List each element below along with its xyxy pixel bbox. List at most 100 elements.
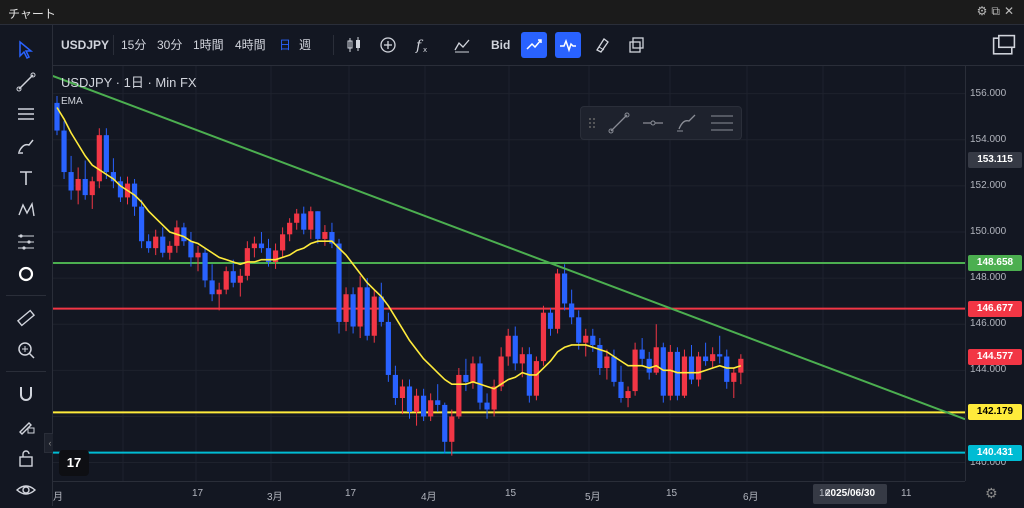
add-compare-icon[interactable] xyxy=(375,32,401,58)
candle-body xyxy=(258,243,265,249)
close-icon[interactable]: ✕ xyxy=(1003,4,1018,18)
price-axis-badge: 142.179 xyxy=(968,404,1022,421)
candle-body xyxy=(280,234,286,251)
price-axis-badge: 146.677 xyxy=(968,300,1022,317)
candle-body xyxy=(731,372,737,382)
time-axis-label: 15 xyxy=(505,488,517,499)
price-axis-label: 148.000 xyxy=(970,272,1007,284)
candle-body xyxy=(421,395,427,417)
price-axis-label: 140.000 xyxy=(970,456,1007,468)
float-brush-icon[interactable] xyxy=(677,114,696,132)
candle-body xyxy=(82,178,88,196)
interval-week[interactable]: 週 xyxy=(299,38,312,52)
calendar-icon[interactable]: 日 xyxy=(279,38,292,52)
float-trendline-icon[interactable] xyxy=(608,112,630,134)
zoom-in-icon[interactable] xyxy=(12,337,40,363)
candle-body xyxy=(357,287,363,327)
trade-chart-icon[interactable] xyxy=(521,32,547,58)
candle-body xyxy=(590,335,596,345)
float-fib-icon[interactable] xyxy=(711,115,733,131)
candle-body xyxy=(660,347,666,396)
lock-drawing-icon[interactable] xyxy=(12,413,40,439)
candle-body xyxy=(681,356,688,396)
fib-tool-icon[interactable] xyxy=(12,229,40,255)
candle-body xyxy=(195,252,201,258)
candle-body xyxy=(96,135,102,182)
candle-body xyxy=(89,181,95,196)
templates-icon[interactable] xyxy=(449,32,475,58)
interval-30m[interactable]: 30分 xyxy=(157,38,183,52)
price-axis-badge: 153.115 xyxy=(968,152,1022,169)
candle-body xyxy=(153,236,159,249)
trendline-tool-icon[interactable] xyxy=(12,69,40,95)
candle-body xyxy=(646,358,652,373)
price-chart[interactable] xyxy=(53,66,965,481)
time-axis-label: 5月 xyxy=(585,492,601,503)
float-hline-icon[interactable] xyxy=(643,120,663,126)
circle-shape-icon[interactable] xyxy=(12,261,40,287)
text-tool-icon[interactable] xyxy=(12,165,40,191)
candle-body xyxy=(491,386,497,410)
pulse-icon[interactable] xyxy=(555,32,581,58)
candle-body xyxy=(717,354,723,357)
candle-body xyxy=(505,335,511,357)
time-axis-label: 15 xyxy=(666,488,678,499)
duplicate-icon[interactable] xyxy=(623,32,649,58)
candle-body xyxy=(371,296,377,336)
bid-button[interactable]: Bid xyxy=(491,38,511,52)
layout-icon[interactable] xyxy=(989,30,1019,60)
time-axis[interactable]: 2025/06/30 月 17 3月 17 4月 15 5月 15 6月 16 11 xyxy=(53,481,965,507)
interval-4h[interactable]: 4時間 xyxy=(235,38,266,52)
time-axis-label: 3月 xyxy=(267,492,283,503)
candle-body xyxy=(435,400,441,405)
eye-icon[interactable] xyxy=(12,477,40,503)
candle-body xyxy=(287,222,293,235)
candle-body xyxy=(442,404,448,442)
cursor-icon[interactable] xyxy=(12,37,40,63)
magnet-icon[interactable] xyxy=(12,381,40,407)
pattern-tool-icon[interactable] xyxy=(12,197,40,223)
candle-body xyxy=(724,356,730,382)
candle-body xyxy=(653,347,659,373)
candle-body xyxy=(674,351,680,396)
price-axis-badge: 144.577 xyxy=(968,349,1022,366)
candle-body xyxy=(625,391,631,398)
horizontal-lines-icon[interactable] xyxy=(12,101,40,127)
ruler-icon[interactable] xyxy=(12,305,40,331)
candle-body xyxy=(449,416,455,442)
candle-body xyxy=(230,271,236,283)
candle-body xyxy=(428,400,434,417)
candle-body xyxy=(597,344,603,369)
candle-body xyxy=(75,178,81,191)
interval-1h[interactable]: 1時間 xyxy=(193,38,224,52)
price-axis-badge: 140.431 xyxy=(968,444,1022,461)
candle-body xyxy=(223,271,229,290)
candle-body xyxy=(61,130,67,173)
eraser-brush-icon[interactable] xyxy=(589,32,615,58)
brush-icon[interactable] xyxy=(12,133,40,159)
interval-15m[interactable]: 15分 xyxy=(121,38,147,52)
symbol-button[interactable]: USDJPY xyxy=(61,38,110,52)
candle-body xyxy=(385,321,391,375)
candle-type-icon[interactable] xyxy=(341,32,367,58)
time-axis-label: 16 xyxy=(819,488,831,499)
candle-body xyxy=(237,275,243,283)
price-axis-label: 154.000 xyxy=(970,133,1007,145)
lock-icon[interactable] xyxy=(12,445,40,471)
tradingview-logo: 17 xyxy=(59,450,89,476)
popout-icon[interactable]: ⧉ xyxy=(991,4,1004,18)
candle-body xyxy=(174,227,180,246)
drag-handle-icon[interactable] xyxy=(589,118,595,128)
candle-body xyxy=(188,241,194,258)
settings-icon[interactable]: ⚙ xyxy=(976,4,992,18)
axis-settings-icon[interactable]: ⚙ xyxy=(985,485,998,501)
time-axis-label: 4月 xyxy=(421,492,437,503)
price-axis-label: 144.000 xyxy=(970,364,1007,376)
candle-body xyxy=(512,335,518,364)
chart-legend-title: USDJPY · 1日 · Min FX xyxy=(61,75,197,90)
price-axis[interactable]: 156.000 154.000 152.000 150.000 148.000 146.0… xyxy=(965,66,1024,481)
candle-body xyxy=(265,248,272,262)
candle-body xyxy=(618,381,624,398)
